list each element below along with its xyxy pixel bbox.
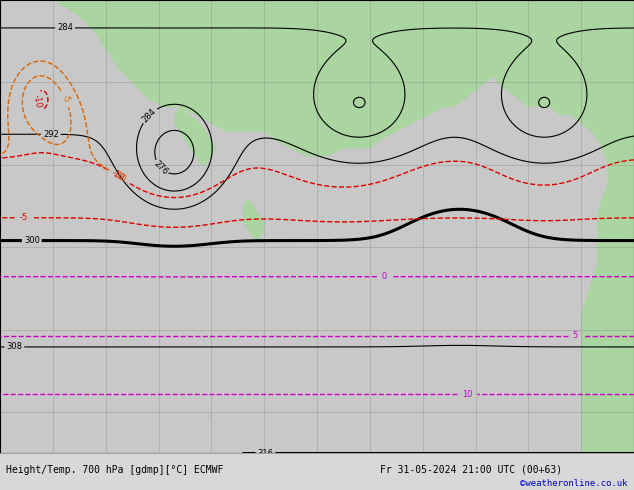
Text: -10: -10 xyxy=(111,170,127,184)
Text: Fr 31-05-2024 21:00 UTC (00+63): Fr 31-05-2024 21:00 UTC (00+63) xyxy=(380,465,562,475)
Text: 292: 292 xyxy=(43,130,59,139)
Text: 276: 276 xyxy=(152,159,170,177)
Polygon shape xyxy=(571,0,634,453)
Text: Height/Temp. 700 hPa [gdmp][°C] ECMWF: Height/Temp. 700 hPa [gdmp][°C] ECMWF xyxy=(6,465,224,475)
Text: -10: -10 xyxy=(110,169,126,183)
Polygon shape xyxy=(581,371,634,453)
Text: 300: 300 xyxy=(24,236,40,245)
Text: 0: 0 xyxy=(382,272,387,281)
Text: 316: 316 xyxy=(257,449,273,458)
Text: -5: -5 xyxy=(60,93,71,104)
Text: 284: 284 xyxy=(141,106,158,124)
Polygon shape xyxy=(174,107,217,165)
Text: 5: 5 xyxy=(573,331,578,340)
Polygon shape xyxy=(486,0,634,115)
Polygon shape xyxy=(0,0,634,157)
Text: 308: 308 xyxy=(6,343,22,351)
Text: -5: -5 xyxy=(20,213,28,222)
Polygon shape xyxy=(243,198,264,239)
Text: ©weatheronline.co.uk: ©weatheronline.co.uk xyxy=(520,479,628,488)
Text: 284: 284 xyxy=(57,24,73,32)
Text: 10: 10 xyxy=(462,390,472,399)
Text: -10: -10 xyxy=(31,94,42,109)
